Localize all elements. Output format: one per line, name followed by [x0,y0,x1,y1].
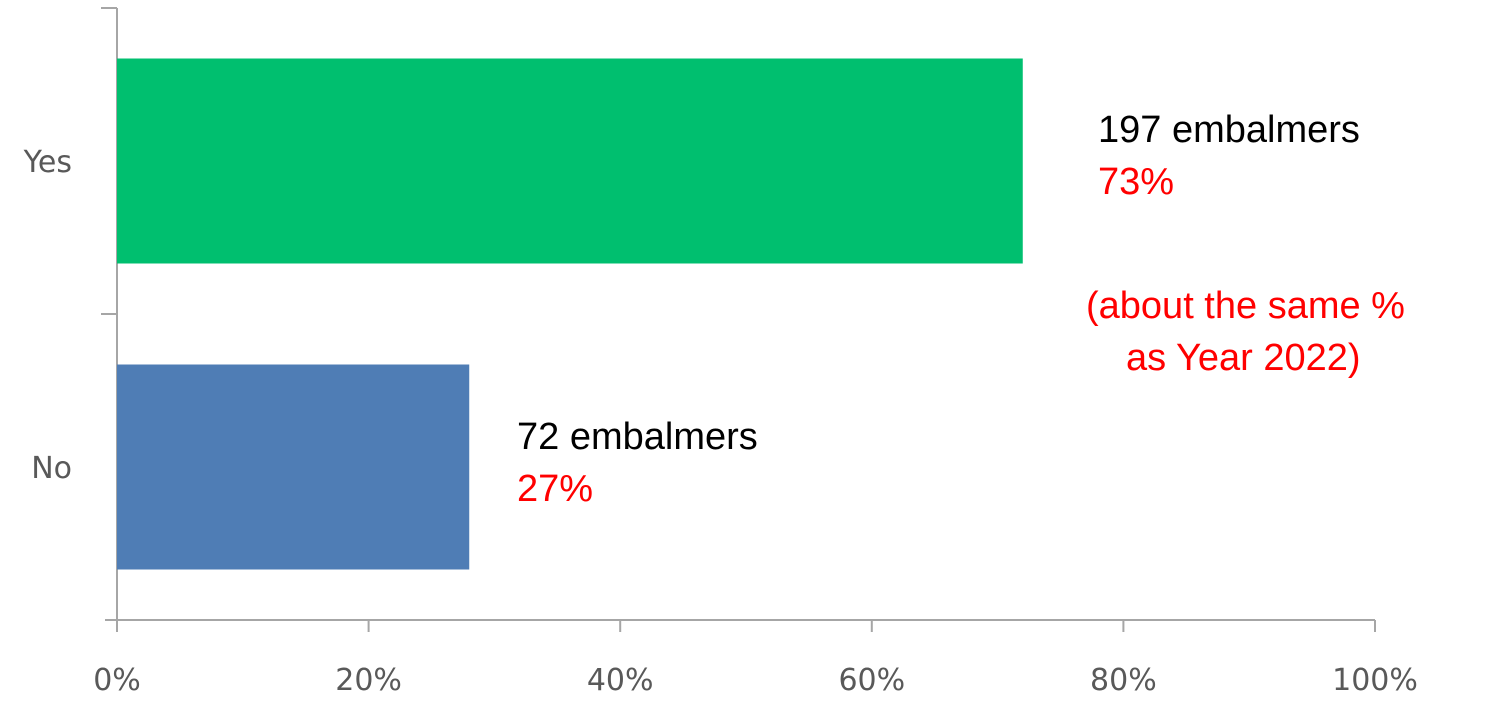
x-tick-label: 0% [93,663,141,698]
yes-count-label: 197 embalmers [1098,109,1360,151]
x-tick-label: 40% [587,663,654,698]
x-tick-label: 60% [838,663,905,698]
x-tick-label: 80% [1090,663,1157,698]
no-count-label: 72 embalmers [517,416,758,458]
yes-note-line1: (about the same % [1086,285,1405,327]
x-tick-label: 20% [335,663,402,698]
bar-no [117,364,470,570]
x-tick-label: 100% [1332,663,1418,698]
bar-yes [117,58,1023,264]
yes-percent-label: 73% [1098,161,1174,203]
category-label-yes: Yes [23,145,72,180]
no-percent-label: 27% [517,468,593,510]
yes-note-line2: as Year 2022) [1126,337,1361,379]
category-label-no: No [31,451,72,486]
